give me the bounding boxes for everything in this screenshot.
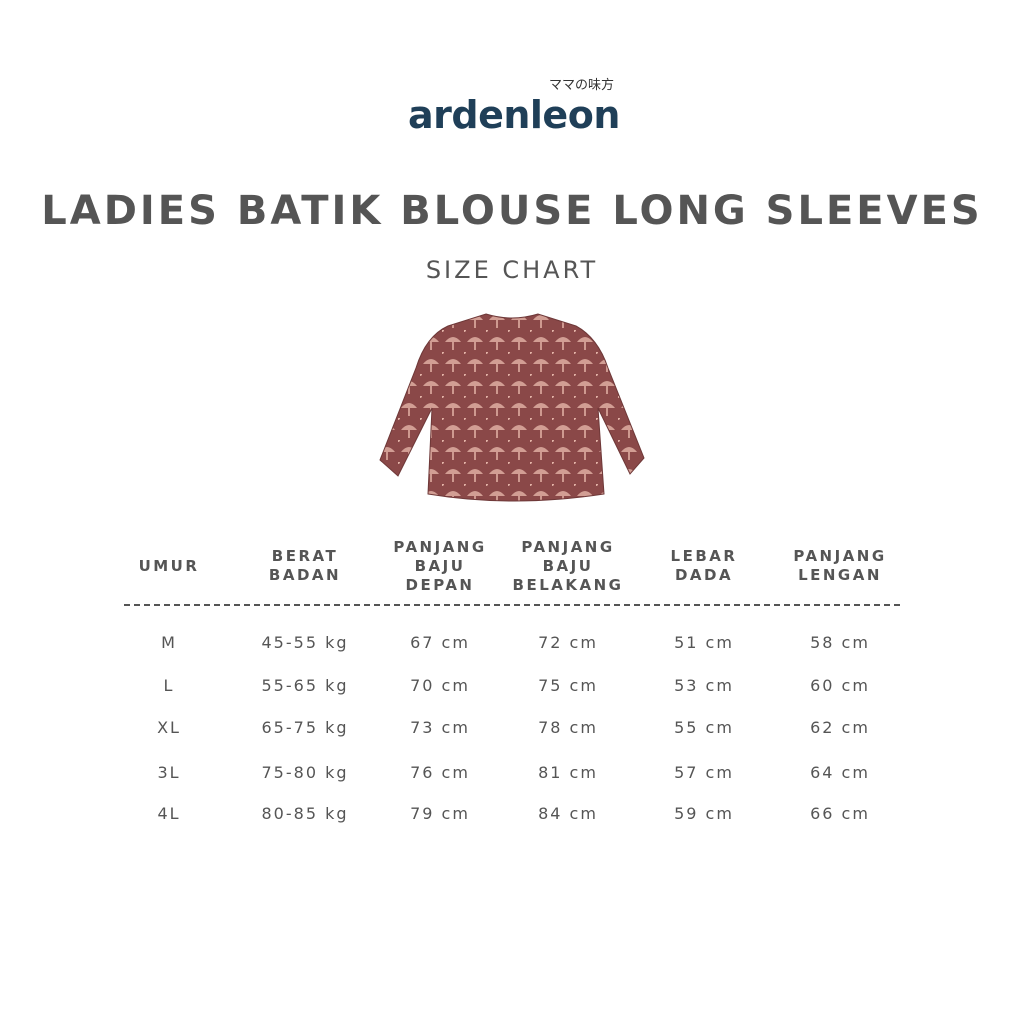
column-header-line: DADA — [674, 566, 734, 584]
table-cell: 60 cm — [810, 676, 870, 695]
table-cell: 51 cm — [674, 633, 734, 652]
table-cell: 67 cm — [410, 633, 470, 652]
table-cell: 76 cm — [410, 763, 470, 782]
table-cell: 75 cm — [538, 676, 598, 695]
column-header-line: LENGAN — [798, 566, 882, 584]
table-cell: 53 cm — [674, 676, 734, 695]
column-header-line: BAJU — [542, 557, 594, 575]
column-header-line: BERAT — [271, 547, 339, 565]
table-cell: M — [161, 633, 177, 652]
table-cell: 80-85 kg — [261, 804, 349, 823]
table-cell: 70 cm — [410, 676, 470, 695]
table-cell: L — [163, 676, 175, 695]
table-cell: 55 cm — [674, 718, 734, 737]
brand-name: ardenleon — [408, 93, 620, 137]
table-cell: 62 cm — [810, 718, 870, 737]
column-header-line: LEBAR — [670, 547, 738, 565]
table-cell: 65-75 kg — [261, 718, 349, 737]
column-header: UMUR — [107, 557, 231, 576]
column-header: PANJANG BAJU BELAKANG — [506, 538, 630, 595]
table-cell: 55-65 kg — [261, 676, 349, 695]
header-divider — [124, 604, 900, 606]
table-cell: 84 cm — [538, 804, 598, 823]
table-cell: 58 cm — [810, 633, 870, 652]
column-header-line: BADAN — [268, 566, 342, 584]
page-subtitle: SIZE CHART — [425, 256, 599, 284]
table-cell: 59 cm — [674, 804, 734, 823]
column-header-line: DEPAN — [405, 576, 475, 594]
column-header: LEBAR DADA — [642, 547, 766, 585]
brand-tagline: ママの味方 — [548, 78, 614, 93]
column-header-line: UMUR — [138, 557, 200, 575]
table-cell: 72 cm — [538, 633, 598, 652]
table-cell: 64 cm — [810, 763, 870, 782]
column-header-line: PANJANG — [793, 547, 887, 565]
column-header-line: PANJANG — [393, 538, 487, 556]
table-cell: 75-80 kg — [261, 763, 349, 782]
table-cell: 4L — [157, 804, 181, 823]
table-cell: 57 cm — [674, 763, 734, 782]
table-cell: 78 cm — [538, 718, 598, 737]
column-header-line: PANJANG — [521, 538, 615, 556]
column-header: BERAT BADAN — [243, 547, 367, 585]
table-cell: 79 cm — [410, 804, 470, 823]
brand-logo: ママの味方 ardenleon — [408, 78, 620, 140]
table-cell: 45-55 kg — [261, 633, 349, 652]
table-cell: 73 cm — [410, 718, 470, 737]
column-header: PANJANG LENGAN — [778, 547, 902, 585]
column-header-line: BAJU — [414, 557, 466, 575]
column-header: PANJANG BAJU DEPAN — [378, 538, 502, 595]
table-cell: XL — [157, 718, 181, 737]
blouse-image — [379, 313, 645, 502]
column-header-line: BELAKANG — [512, 576, 624, 594]
table-cell: 66 cm — [810, 804, 870, 823]
table-cell: 3L — [157, 763, 181, 782]
table-cell: 81 cm — [538, 763, 598, 782]
page-title: LADIES BATIK BLOUSE LONG SLEEVES — [41, 188, 983, 234]
